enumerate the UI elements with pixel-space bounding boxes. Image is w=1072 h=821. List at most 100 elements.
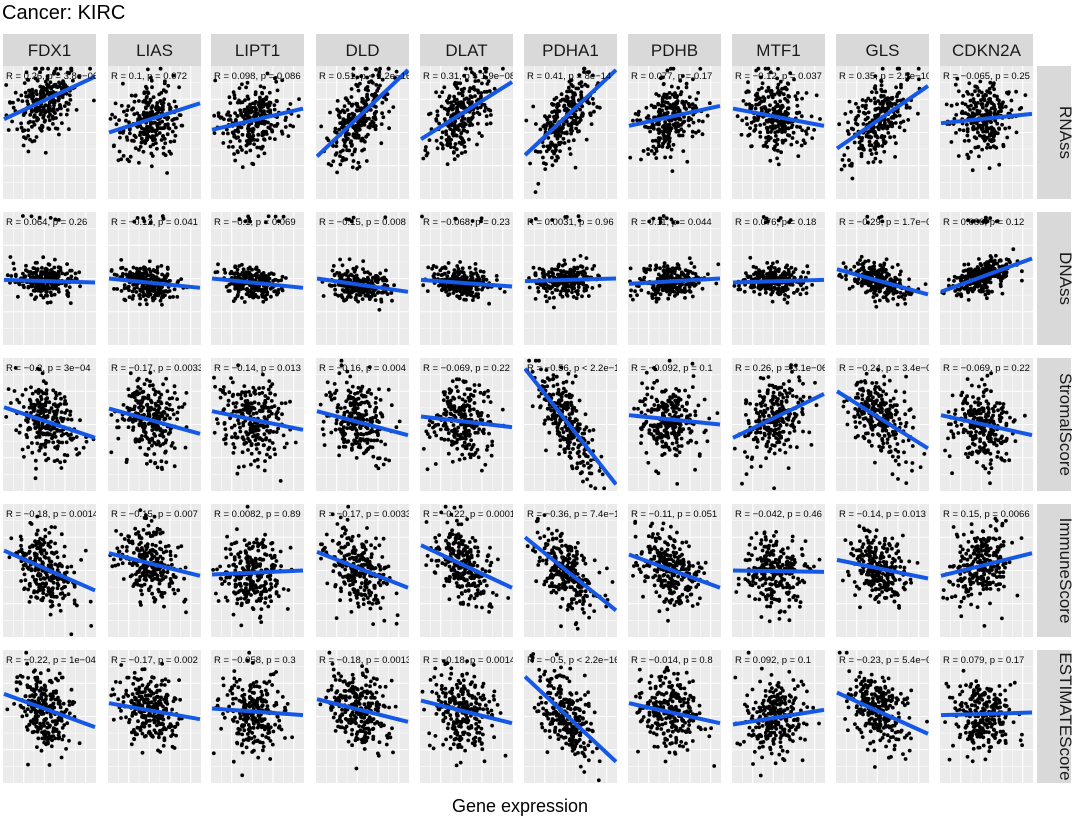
data-point — [772, 266, 777, 270]
data-point — [874, 151, 879, 156]
data-point — [843, 112, 848, 116]
data-point — [346, 136, 350, 141]
data-point — [789, 125, 794, 130]
data-point — [170, 129, 175, 134]
data-point — [859, 146, 864, 151]
data-point — [735, 114, 740, 119]
data-point — [56, 72, 60, 76]
data-point — [461, 121, 465, 126]
data-point — [58, 66, 63, 71]
data-point — [142, 271, 147, 276]
data-point — [668, 155, 673, 160]
data-point — [458, 122, 462, 127]
data-point — [785, 300, 790, 305]
data-point — [763, 106, 768, 111]
data-point — [868, 98, 873, 103]
data-point — [550, 274, 555, 278]
regression-line — [732, 106, 825, 128]
data-point — [142, 292, 146, 296]
data-point — [653, 291, 658, 295]
data-point — [11, 261, 16, 266]
data-point — [172, 99, 177, 104]
data-point — [847, 99, 852, 104]
data-point — [967, 138, 971, 143]
data-point — [240, 148, 244, 152]
data-point — [20, 99, 25, 103]
data-point — [159, 290, 164, 295]
data-point — [997, 105, 1002, 109]
data-point — [157, 107, 162, 111]
data-point — [356, 160, 361, 165]
data-point — [484, 114, 489, 119]
data-point — [146, 126, 150, 130]
data-point — [246, 140, 251, 144]
data-point — [333, 292, 338, 297]
data-point — [770, 127, 775, 132]
data-point — [969, 150, 973, 154]
data-point — [661, 269, 666, 273]
data-point — [954, 131, 958, 135]
data-point — [584, 137, 589, 142]
data-point — [669, 147, 674, 152]
data-point — [644, 105, 649, 110]
data-point — [437, 121, 441, 126]
column-strip-label: DLAT — [445, 41, 487, 60]
data-point — [646, 290, 651, 295]
row-strip-label: RNAss — [1056, 106, 1072, 159]
data-point — [660, 100, 665, 104]
data-point — [132, 133, 137, 138]
data-point — [580, 294, 584, 299]
data-point — [879, 93, 884, 98]
data-point — [1009, 98, 1014, 103]
data-point — [149, 75, 153, 80]
data-point — [556, 282, 561, 287]
data-point — [221, 141, 226, 145]
data-point — [26, 78, 31, 82]
data-point — [158, 120, 162, 125]
data-point — [173, 133, 178, 138]
data-point — [46, 275, 50, 279]
data-point — [1007, 125, 1012, 130]
data-point — [51, 122, 55, 126]
data-point — [569, 82, 574, 87]
data-point — [108, 117, 113, 121]
data-point — [789, 142, 794, 147]
data-point — [781, 92, 786, 97]
data-point — [346, 114, 351, 119]
data-point — [231, 90, 236, 95]
data-point — [225, 112, 229, 117]
data-point — [691, 77, 695, 82]
data-point — [531, 265, 536, 270]
data-point — [980, 102, 985, 106]
data-point — [263, 96, 268, 101]
data-point — [237, 139, 242, 143]
data-point — [485, 82, 490, 86]
data-point — [484, 69, 488, 74]
data-point — [350, 152, 355, 157]
data-point — [244, 110, 249, 115]
data-point — [455, 264, 460, 268]
data-point — [661, 82, 666, 86]
data-point — [652, 151, 657, 156]
data-point — [786, 294, 791, 299]
data-point — [45, 82, 49, 87]
data-point — [876, 106, 881, 111]
data-point — [226, 118, 231, 122]
data-point — [344, 217, 349, 222]
data-point — [536, 289, 541, 294]
data-point — [462, 297, 467, 302]
data-point — [768, 70, 773, 75]
data-point — [754, 97, 758, 102]
data-point — [248, 127, 252, 132]
data-point — [654, 156, 659, 161]
data-point — [880, 144, 885, 148]
data-point — [770, 120, 775, 125]
data-point — [40, 283, 45, 287]
data-point — [560, 130, 564, 135]
data-point — [570, 99, 574, 104]
data-point — [356, 279, 361, 283]
data-point — [553, 133, 558, 138]
data-point — [35, 267, 40, 271]
data-point — [48, 269, 53, 273]
data-point — [269, 122, 273, 127]
